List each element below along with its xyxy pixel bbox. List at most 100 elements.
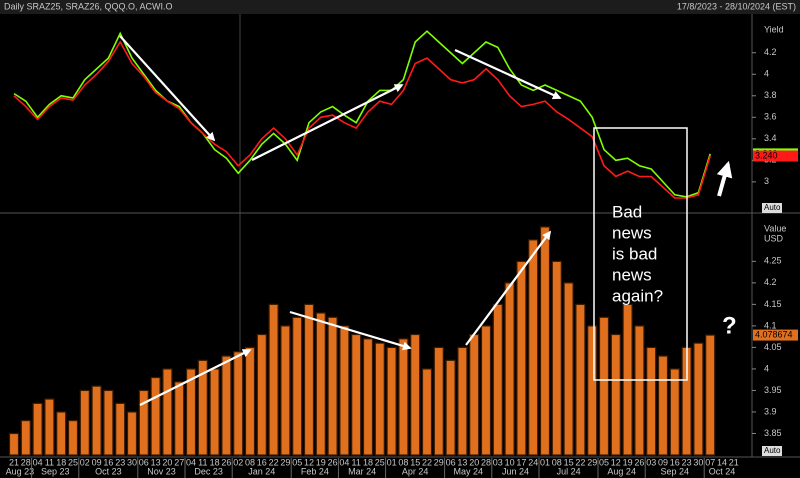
bar <box>445 359 456 456</box>
bar <box>56 411 67 456</box>
x-month-label: Aug 23 <box>6 466 35 476</box>
annotation-arrows <box>119 35 733 406</box>
y-tick-label: 4.2 <box>764 277 777 287</box>
x-month-label: Apr 24 <box>402 466 429 476</box>
bar <box>504 282 515 456</box>
y-tick-label: 3 <box>764 176 769 186</box>
x-tick-label: 13 <box>457 457 467 467</box>
y-tick-label: 3.85 <box>764 428 782 438</box>
x-tick-label: 14 <box>717 457 727 467</box>
bar <box>539 226 551 456</box>
bar <box>469 333 480 456</box>
last-value-box <box>753 150 798 162</box>
bar <box>575 303 586 456</box>
bar <box>457 346 468 456</box>
x-tick-label: 19 <box>623 457 633 467</box>
x-tick-label: 21 <box>9 457 19 467</box>
bar <box>634 325 645 456</box>
x-tick-label: 29 <box>434 457 444 467</box>
y-tick-label: 4.2 <box>764 47 777 57</box>
bar <box>103 389 114 456</box>
x-month-label: Dec 23 <box>194 466 223 476</box>
bar <box>693 342 704 456</box>
bar <box>292 316 303 456</box>
x-tick-label: 22 <box>575 457 585 467</box>
x-tick-label: 17 <box>516 457 526 467</box>
x-tick-label: 15 <box>564 457 574 467</box>
header-date-range: 17/8/2023 - 28/10/2024 (EST) <box>677 1 796 11</box>
x-tick-label: 08 <box>552 457 562 467</box>
bar <box>67 419 79 456</box>
x-tick-label: 16 <box>257 457 267 467</box>
bar <box>233 351 244 456</box>
bar <box>327 316 338 456</box>
bar <box>339 325 350 456</box>
y-tick-label: 4.05 <box>764 342 782 352</box>
plot-area: 33.23.43.63.844.23.2603.2403.853.93.9544… <box>6 30 798 478</box>
x-month-label: Nov 23 <box>147 466 176 476</box>
bar <box>551 260 562 456</box>
x-month-label: May 24 <box>454 466 484 476</box>
bar <box>244 346 256 456</box>
y-tick-label: 3.8 <box>764 90 777 100</box>
annotation-line: Bad <box>612 202 642 221</box>
bar <box>398 338 409 456</box>
scale-button-label[interactable]: Auto <box>764 446 781 455</box>
bar <box>362 338 374 456</box>
annotation-line: again? <box>612 286 663 305</box>
x-tick-label: 12 <box>611 457 621 467</box>
x-tick-label: 19 <box>316 457 326 467</box>
x-month-label: Jan 24 <box>248 466 275 476</box>
x-tick-label: 24 <box>528 457 538 467</box>
x-tick-label: 02 <box>233 457 243 467</box>
bar <box>115 402 126 456</box>
annotation-text: Bad news is bad news again? <box>612 202 663 305</box>
x-tick-label: 26 <box>221 457 231 467</box>
x-tick-label: 23 <box>115 457 125 467</box>
bar <box>315 312 326 456</box>
x-tick-label: 16 <box>103 457 113 467</box>
bar <box>126 411 138 456</box>
bar <box>20 419 31 456</box>
x-month-label: Jul 24 <box>557 466 581 476</box>
x-tick-label: 13 <box>151 457 161 467</box>
x-tick-label: 04 <box>33 457 43 467</box>
bar <box>268 303 279 456</box>
x-tick-label: 05 <box>599 457 609 467</box>
bar <box>528 239 539 456</box>
annotation-question: ? <box>722 312 737 339</box>
x-tick-label: 04 <box>339 457 349 467</box>
scale-button-label[interactable]: Auto <box>764 203 781 212</box>
x-month-label: Mar 24 <box>348 466 376 476</box>
series-line <box>13 30 711 198</box>
bar <box>44 398 55 456</box>
x-tick-label: 30 <box>693 457 703 467</box>
x-tick-label: 04 <box>186 457 196 467</box>
x-tick-label: 20 <box>469 457 479 467</box>
bar <box>221 355 232 456</box>
bar <box>174 381 185 456</box>
annotation-line: news <box>612 223 652 242</box>
bar <box>480 325 492 456</box>
x-tick-label: 08 <box>245 457 255 467</box>
bar <box>646 346 657 456</box>
x-tick-label: 30 <box>127 457 137 467</box>
x-month-label: Sep 23 <box>41 466 70 476</box>
x-tick-label: 29 <box>280 457 290 467</box>
x-tick-label: 23 <box>682 457 692 467</box>
x-tick-label: 09 <box>658 457 668 467</box>
bar <box>91 385 102 456</box>
x-tick-label: 27 <box>174 457 184 467</box>
x-month-label: Aug 24 <box>607 466 636 476</box>
scale-button[interactable] <box>762 446 782 456</box>
bar <box>303 303 315 456</box>
last-value-label: 4.078674 <box>755 329 793 339</box>
bar <box>374 342 385 456</box>
header-title: Daily SRAZ25, SRAZ26, QQQ.O, ACWI.O <box>4 1 173 11</box>
scale-button[interactable] <box>762 203 782 213</box>
x-month-label: Sep 24 <box>661 466 690 476</box>
x-tick-label: 29 <box>587 457 597 467</box>
bar <box>433 346 444 456</box>
y-tick-label: 3.4 <box>764 133 777 143</box>
